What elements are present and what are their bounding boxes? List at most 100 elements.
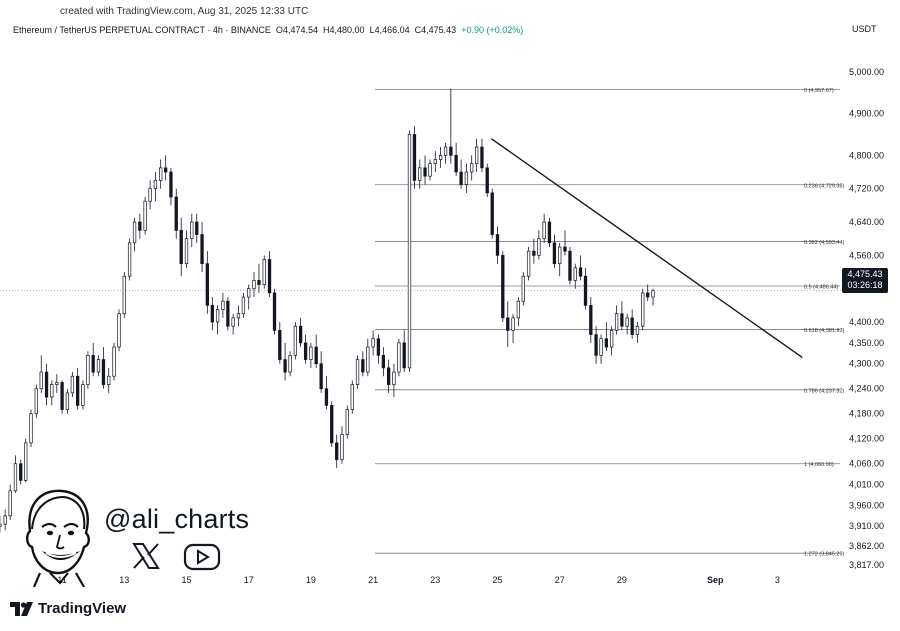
candle-body-up [464,171,469,185]
x-tick-label: 29 [617,575,627,585]
candle-body-down [205,263,209,306]
candle [303,334,308,364]
fib-level-label: 0.5 (4,486.44) [804,285,838,291]
candle [226,297,230,331]
symbol-header: Ethereum / TetherUS PERPETUAL CONTRACT ·… [13,25,523,35]
y-tick-label: 5,000.00 [849,67,884,77]
candle-body-up [397,342,401,373]
candle [490,188,494,239]
candle-body-down [324,388,329,406]
candle-body-up [86,355,90,385]
x-logo-icon[interactable] [131,541,161,571]
candle [3,509,7,531]
candle-body-down [630,317,634,335]
youtube-icon[interactable] [183,543,221,571]
candle [594,326,598,364]
candle [583,267,588,310]
candle [195,213,199,243]
fib-levels-layer: 0 (4,957.67) 0.236 (4,729.38) 0.382 (4,593… [0,88,845,558]
candle [314,334,318,368]
candle-body-down [278,330,282,360]
candle-body-up [392,371,396,385]
candle [475,138,479,173]
candle [537,230,541,260]
y-tick-label: 3,817.00 [849,560,884,570]
candle [350,380,354,414]
candle [433,151,437,173]
y-tick-label: 4,900.00 [849,109,884,119]
candle-body-up [340,434,344,460]
candle-body-up [470,163,474,173]
candle-body-down [547,221,552,244]
high-label: H [323,25,330,35]
candle-body-down [330,405,334,444]
candle [257,263,261,293]
candle-body-up [221,300,225,310]
fib-level-label: 1.272 (3,845.29) [804,552,845,558]
candle-body-down [490,192,494,235]
candle-body-up [350,384,354,410]
candle-body-down [594,334,598,356]
candle-body-up [96,359,101,373]
candle [24,438,28,483]
candle [614,305,619,335]
candle [599,334,603,364]
candle-body-up [107,375,111,385]
candle-body-down [60,382,64,410]
candle-body-down [646,292,650,298]
candle [112,342,116,381]
candle-body-up [153,180,158,190]
candle-body-down [402,342,406,369]
y-tick-label: 4,240.00 [849,384,884,394]
candle [148,180,152,210]
candle-body-down [578,267,583,277]
candle [132,217,137,252]
x-tick-label: 21 [368,575,378,585]
candle [278,322,282,364]
candle [122,272,126,318]
candle-body-up [542,221,546,240]
candle [552,234,557,268]
candle-body-up [438,154,443,160]
candle [366,338,370,377]
candle [568,247,572,285]
candle-body-down [319,363,323,390]
candle [454,142,458,177]
candle [511,313,515,343]
candle-body-down [568,250,572,281]
candle [526,247,531,281]
candle-body-down [272,292,277,331]
candle-body-up [443,146,448,156]
candle-body-down [454,154,458,173]
descending-trendline [490,138,803,359]
candle [81,380,85,410]
candle [221,292,225,318]
candle [542,213,546,243]
candle-body-up [236,313,241,319]
candle [117,309,121,352]
candle [345,405,349,439]
candle [547,217,552,248]
currency-label[interactable]: USDT [852,24,877,34]
candle [153,172,158,202]
candle [558,242,562,277]
y-tick-label: 4,400.00 [849,317,884,327]
candle-body-up [288,355,292,373]
candle-body-up [247,288,251,298]
watermark-handle: @ali_charts [104,504,250,534]
tradingview-brand[interactable]: TradingView [10,600,126,617]
candle [159,159,163,189]
candle [340,426,344,464]
candle [252,272,256,298]
x-tick-label: 19 [306,575,316,585]
candle-body-down [174,196,178,231]
candle-body-down [298,325,303,344]
candle-body-up [0,523,2,527]
candle-body-up [117,313,121,348]
candle [589,297,593,343]
open-value: 4,474.54 [282,25,318,35]
candle [381,347,386,377]
candle [330,401,334,448]
candle [428,159,432,181]
